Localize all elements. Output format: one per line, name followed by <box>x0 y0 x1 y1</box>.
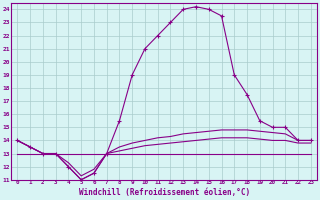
X-axis label: Windchill (Refroidissement éolien,°C): Windchill (Refroidissement éolien,°C) <box>78 188 250 197</box>
